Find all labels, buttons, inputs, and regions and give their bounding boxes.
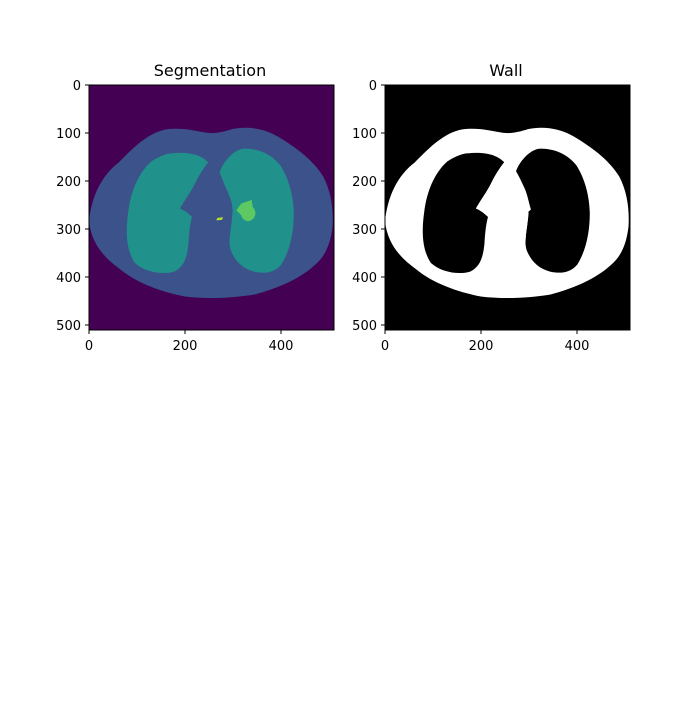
segmentation-x-tick-400: 400 [269, 339, 294, 354]
segmentation-x-axis: 0 200 400 [85, 330, 294, 354]
wall-y-tick-500: 500 [352, 319, 377, 334]
segmentation-y-tick-0: 0 [73, 79, 81, 94]
segmentation-title: Segmentation [154, 61, 266, 80]
segmentation-x-tick-0: 0 [85, 339, 93, 354]
wall-y-tick-200: 200 [352, 175, 377, 190]
wall-y-tick-100: 100 [352, 127, 377, 142]
wall-x-tick-200: 200 [469, 339, 494, 354]
segmentation-airway-region [236, 199, 256, 222]
wall-y-axis: 0 100 200 300 400 500 [352, 79, 385, 334]
segmentation-image [89, 85, 334, 330]
segmentation-panel: Segmentation 0 200 400 [56, 61, 335, 354]
segmentation-x-tick-200: 200 [173, 339, 198, 354]
wall-y-tick-0: 0 [369, 79, 377, 94]
wall-x-axis: 0 200 400 [381, 330, 590, 354]
segmentation-y-tick-100: 100 [56, 127, 81, 142]
segmentation-y-axis: 0 100 200 300 400 500 [56, 79, 89, 334]
wall-frame [384, 84, 631, 331]
wall-title: Wall [489, 61, 523, 80]
wall-panel: Wall 0 200 400 0 100 [352, 61, 631, 354]
segmentation-y-tick-400: 400 [56, 271, 81, 286]
segmentation-frame [88, 84, 335, 331]
wall-x-tick-400: 400 [565, 339, 590, 354]
wall-y-tick-400: 400 [352, 271, 377, 286]
segmentation-small-region [216, 217, 223, 221]
wall-image [385, 85, 630, 330]
wall-x-tick-0: 0 [381, 339, 389, 354]
wall-y-tick-300: 300 [352, 223, 377, 238]
segmentation-y-tick-200: 200 [56, 175, 81, 190]
segmentation-y-tick-300: 300 [56, 223, 81, 238]
segmentation-y-tick-500: 500 [56, 319, 81, 334]
